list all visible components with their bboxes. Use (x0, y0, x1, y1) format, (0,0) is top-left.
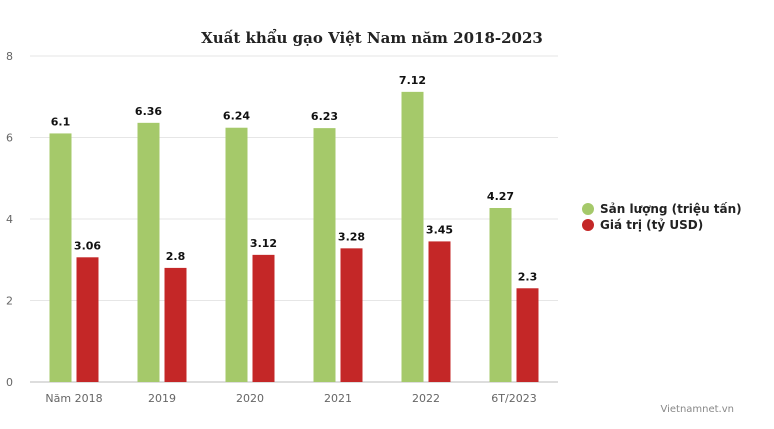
bar (516, 288, 539, 382)
data-labels: 6.1 3.06 6.36 2.8 6.24 3.12 6.23 3.28 7.12 3.45 4.… (51, 74, 538, 283)
bar (428, 241, 451, 382)
x-tick-label: 6T/2023 (491, 392, 536, 405)
chart-title: Xuất khẩu gạo Việt Nam năm 2018-2023 (201, 29, 543, 47)
bar (401, 91, 424, 383)
grid: 0 2 4 6 8 (6, 50, 558, 389)
x-axis: Năm 2018 2019 2020 2021 2022 6T/2023 (45, 392, 536, 405)
bar (489, 207, 512, 382)
bar (76, 257, 99, 382)
data-label: 6.1 (51, 115, 71, 128)
bar (225, 127, 248, 382)
data-label: 6.23 (311, 110, 338, 123)
legend-marker (582, 203, 594, 215)
data-label: 3.12 (250, 237, 277, 250)
data-label: 2.8 (166, 250, 186, 263)
data-label: 3.45 (426, 223, 453, 236)
legend-label: Sản lượng (triệu tấn) (600, 202, 742, 216)
data-label: 6.36 (135, 105, 162, 118)
y-tick-label: 0 (6, 376, 13, 389)
bar (164, 267, 187, 382)
legend-marker (582, 219, 594, 231)
x-tick-label: 2020 (236, 392, 264, 405)
x-tick-label: Năm 2018 (45, 392, 102, 405)
data-label: 3.06 (74, 239, 101, 252)
x-tick-label: 2021 (324, 392, 352, 405)
x-tick-label: 2019 (148, 392, 176, 405)
source-credit: Vietnamnet.vn (660, 404, 734, 415)
legend-label: Giá trị (tỷ USD) (600, 218, 703, 232)
data-label: 7.12 (399, 74, 426, 87)
x-tick-label: 2022 (412, 392, 440, 405)
data-label: 4.27 (487, 190, 514, 203)
bar (49, 133, 72, 382)
data-label: 3.28 (338, 230, 365, 243)
data-label: 6.24 (223, 110, 250, 123)
y-tick-label: 2 (6, 295, 13, 308)
bars (49, 91, 539, 383)
bar (340, 248, 363, 382)
y-tick-label: 6 (6, 132, 13, 145)
y-tick-label: 4 (6, 213, 13, 226)
data-label: 2.3 (518, 270, 538, 283)
bar (137, 122, 160, 382)
legend: Sản lượng (triệu tấn) Giá trị (tỷ USD) (582, 202, 742, 232)
y-tick-label: 8 (6, 50, 13, 63)
bar (313, 128, 336, 382)
bar (252, 254, 275, 382)
